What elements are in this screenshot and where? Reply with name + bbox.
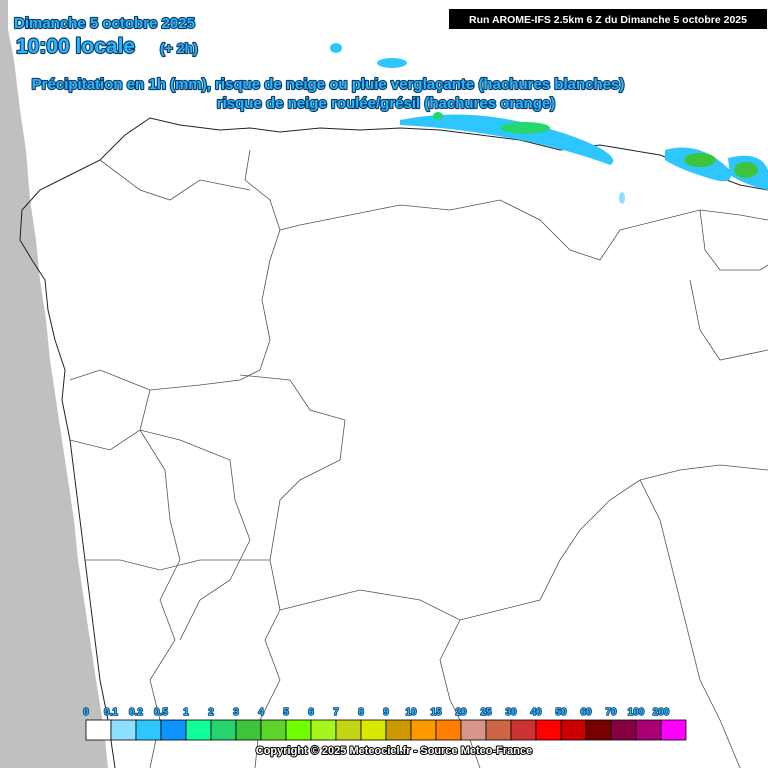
legend-swatch (660, 719, 687, 741)
legend-swatch (310, 719, 337, 741)
legend-swatch (360, 719, 387, 741)
run-info: Run AROME-IFS 2.5km 6 Z du Dimanche 5 oc… (469, 14, 747, 26)
time: 10:00 locale (16, 35, 135, 58)
legend-label: 30 (505, 707, 517, 718)
legend-label: 15 (430, 707, 442, 718)
legend-label: 200 (653, 707, 670, 718)
legend-label: 40 (530, 707, 542, 718)
legend-swatch (485, 719, 512, 741)
precipitation (330, 43, 768, 204)
legend-swatch (185, 719, 212, 741)
subtitle: Précipitation en 1h (mm), risque de neig… (32, 76, 625, 93)
legend-swatch (110, 719, 137, 741)
copyright: Copyright © 2025 Meteociel.fr - Source M… (256, 745, 532, 757)
legend-label: 0.2 (129, 707, 143, 718)
legend-swatch (260, 719, 287, 741)
legend-label: 3 (233, 707, 239, 718)
legend-swatch (560, 719, 587, 741)
sea (0, 0, 108, 768)
legend-swatch (510, 719, 537, 741)
legend-label: 0 (83, 707, 89, 718)
date: Dimanche 5 octobre 2025 (14, 15, 195, 32)
legend-label: 10 (405, 707, 417, 718)
legend-swatch (410, 719, 437, 741)
legend-swatch (635, 719, 662, 741)
legend-swatch (235, 719, 262, 741)
legend-swatch (335, 719, 362, 741)
legend-label: 70 (605, 707, 617, 718)
legend-label: 7 (333, 707, 339, 718)
legend-label: 20 (455, 707, 467, 718)
legend-swatch (535, 719, 562, 741)
legend-label: 5 (283, 707, 289, 718)
legend-swatch (285, 719, 312, 741)
legend-label: 0.5 (154, 707, 168, 718)
legend-label: 100 (628, 707, 645, 718)
legend: 0 0.1 0.2 0.5 1 2 3 4 5 6 7 8 9 10 15 20 25 30 40 50 60 70 100… (82, 706, 687, 741)
legend-label: 9 (383, 707, 389, 718)
legend-label: 60 (580, 707, 592, 718)
legend-swatch (210, 719, 237, 741)
legend-swatch (435, 719, 462, 741)
legend-label: 1 (183, 707, 189, 718)
region-borders (69, 149, 768, 768)
legend-swatch (135, 719, 162, 741)
legend-label: 0.1 (104, 707, 118, 718)
legend-label: 6 (308, 707, 314, 718)
legend-swatch (85, 719, 112, 741)
legend-swatch (160, 719, 187, 741)
subtitle: risque de neige roulée/grésil (hachures … (217, 95, 555, 112)
offset: (+ 2h) (160, 40, 198, 56)
legend-swatch (385, 719, 412, 741)
legend-swatch (585, 719, 612, 741)
legend-label: 25 (480, 707, 492, 718)
legend-label: 2 (208, 707, 214, 718)
legend-label: 8 (358, 707, 364, 718)
legend-label: 4 (258, 707, 264, 718)
legend-swatch (610, 719, 637, 741)
legend-swatch (460, 719, 487, 741)
run-box (449, 9, 767, 29)
legend-label: 50 (555, 707, 567, 718)
